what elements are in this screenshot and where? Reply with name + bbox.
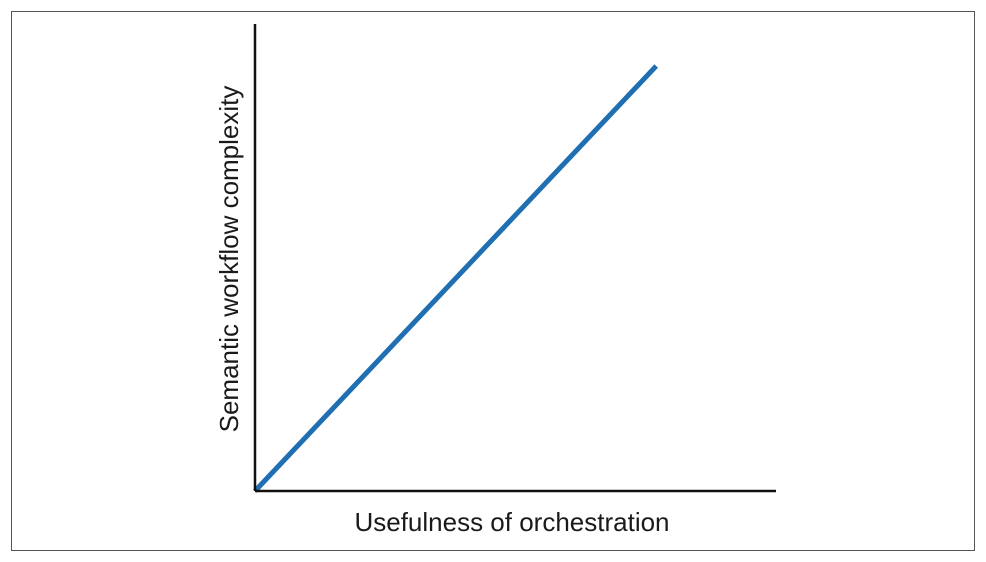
series-layer xyxy=(253,64,659,493)
y-axis-label: Semantic workflow complexity xyxy=(214,86,244,433)
x-axis-label: Usefulness of orchestration xyxy=(354,507,669,537)
series-line-1 xyxy=(253,64,659,493)
figure-frame xyxy=(11,11,975,551)
